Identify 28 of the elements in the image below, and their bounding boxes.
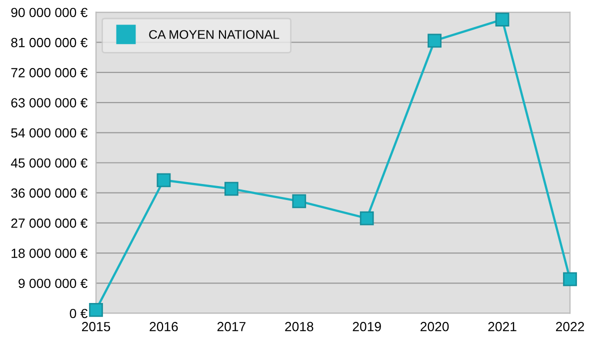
x-tick-label: 2017 (217, 322, 246, 332)
y-tick-label: 90 000 000 € (11, 8, 88, 18)
x-tick-label: 2016 (150, 322, 178, 332)
y-tick-label: 0 € (70, 308, 88, 318)
y-tick-label: 9 000 000 € (18, 278, 88, 288)
x-tick-label: 2015 (82, 322, 110, 332)
point (428, 34, 442, 48)
y-tick-label: 63 000 000 € (11, 98, 88, 108)
x-tick-label: 2020 (420, 322, 449, 332)
x-tick-label: 2018 (285, 322, 314, 332)
point (89, 302, 103, 317)
y-tick-label: 36 000 000 € (11, 188, 88, 198)
point (563, 272, 577, 286)
y-tick-label: 81 000 000 € (11, 38, 88, 48)
y-tick-label: 72 000 000 € (11, 68, 88, 78)
legend-label: CA MOYEN NATIONAL (149, 30, 280, 39)
y-tick-label: 54 000 000 € (11, 128, 88, 138)
point (224, 182, 238, 196)
x-tick-label: 2019 (352, 322, 381, 332)
point (292, 194, 306, 208)
y-tick-label: 18 000 000 € (12, 248, 88, 258)
x-tick-label: 2021 (488, 322, 516, 332)
point (360, 211, 374, 226)
y-tick-label: 45 000 000 € (10, 158, 88, 168)
y-tick-label: 27 000 000 € (11, 218, 88, 228)
x-tick-label: 2022 (556, 322, 584, 332)
point (156, 173, 171, 188)
point (495, 12, 510, 27)
